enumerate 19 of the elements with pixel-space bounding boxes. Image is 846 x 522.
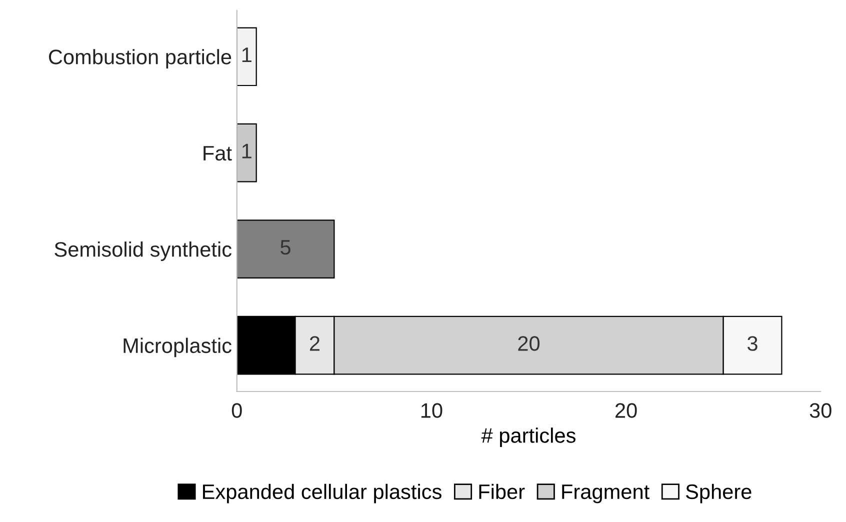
data-label: 1 (242, 48, 252, 62)
x-axis-title: # particles (481, 428, 576, 448)
data-label: 20 (518, 336, 540, 351)
x-tick-label: 20 (616, 403, 637, 418)
data-label: 1 (242, 144, 252, 158)
legend-label: Expanded cellular plastics (203, 484, 442, 504)
data-label: 2 (310, 336, 320, 351)
legend-label: Sphere (686, 484, 752, 504)
x-tick-label: 0 (232, 403, 242, 418)
x-tick-label: 30 (810, 403, 832, 418)
y-tick-label: Microplastic (124, 338, 232, 358)
y-tick-label: Semisolid synthetic (54, 242, 232, 261)
legend-label: Fragment (562, 484, 650, 504)
data-label: 3 (748, 336, 758, 351)
y-tick-label: Combustion particle (48, 49, 232, 68)
legend-label: Fiber (479, 484, 525, 500)
x-tick-label: 10 (421, 403, 442, 418)
data-label: 5 (280, 240, 290, 255)
y-tick-label: Fat (204, 146, 232, 161)
